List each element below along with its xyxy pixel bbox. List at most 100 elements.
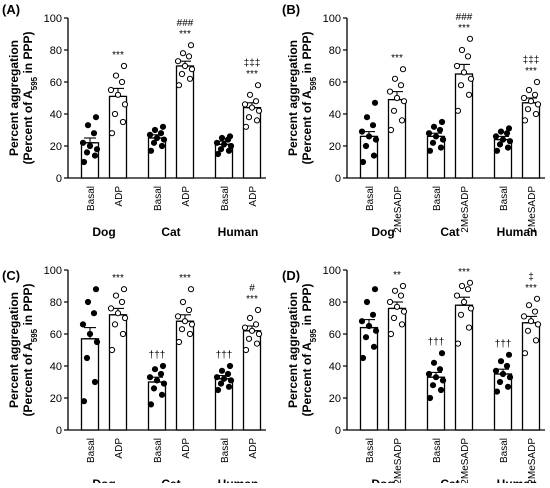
data-point (92, 286, 100, 293)
data-point (525, 302, 533, 309)
significance-marker: # (249, 283, 255, 294)
data-point (458, 46, 466, 54)
data-point (119, 118, 127, 126)
data-point (362, 334, 370, 341)
data-point (181, 62, 189, 70)
data-point (369, 122, 377, 129)
data-point (160, 380, 168, 387)
x-category-label: 2MeSADP (393, 186, 404, 233)
significance-marker: ### (177, 18, 194, 29)
data-point (112, 292, 120, 299)
significance-marker: *** (525, 283, 537, 294)
data-point (146, 374, 154, 381)
data-point (242, 346, 250, 354)
data-point (150, 385, 158, 392)
data-point (386, 298, 394, 306)
significance-marker: ‡‡‡ (244, 58, 261, 69)
significance-marker: ‡ (528, 272, 534, 283)
data-point (248, 104, 256, 111)
data-point (111, 110, 119, 118)
significance-marker: *** (525, 66, 537, 77)
data-point (390, 314, 398, 322)
x-category-label: Basal (432, 186, 443, 211)
data-point (365, 133, 373, 140)
x-category-label: 2MeSADP (527, 438, 538, 483)
significance-marker: ††† (216, 350, 233, 361)
significance-marker: *** (112, 50, 124, 61)
y-tick-label: 0 (335, 425, 341, 437)
data-point (430, 123, 438, 130)
y-axis-subtitle-subscript: 595 (309, 76, 318, 90)
data-point (534, 101, 542, 108)
data-point (91, 152, 99, 159)
data-point (453, 292, 461, 299)
data-point (524, 327, 532, 334)
y-axis-title: Percent aggregation (286, 292, 300, 408)
data-point (363, 298, 371, 306)
data-point (437, 144, 445, 151)
significance-marker: ††† (149, 350, 166, 361)
data-point (429, 139, 437, 146)
x-category-label: 2MeSADP (460, 438, 471, 483)
data-point (465, 324, 473, 331)
y-axis-subtitle-part: (Percent of A (21, 342, 35, 417)
data-point (363, 114, 371, 121)
y-axis-subtitle: (Percent of A595 in PPP) (21, 284, 39, 417)
data-point (179, 298, 187, 306)
data-point (84, 122, 92, 129)
data-point (457, 311, 465, 318)
data-point (248, 327, 256, 334)
significance-marker: *** (458, 23, 470, 34)
x-category-label: ADP (181, 186, 192, 207)
data-point (499, 136, 507, 143)
data-point (390, 107, 398, 114)
data-point (227, 377, 235, 384)
data-point (188, 66, 196, 73)
data-point (218, 134, 226, 142)
y-axis-title: Percent aggregation (7, 40, 21, 156)
group-label: Human (218, 225, 259, 239)
data-point (387, 126, 395, 134)
data-point (386, 88, 394, 95)
data-point (254, 82, 262, 89)
data-point (112, 72, 120, 79)
data-point (253, 340, 261, 347)
data-point (121, 314, 129, 322)
data-point (217, 380, 225, 387)
data-point (255, 330, 263, 338)
data-point (369, 311, 377, 318)
data-point (174, 58, 182, 65)
y-tick-label: 0 (56, 173, 62, 185)
data-point (185, 53, 193, 60)
significance-marker: ‡‡‡ (523, 55, 540, 66)
y-axis-subtitle: (Percent of A595 in PPP) (300, 32, 318, 165)
data-point (532, 110, 540, 118)
x-category-label: ADP (181, 438, 192, 459)
data-point (505, 351, 513, 358)
y-axis-subtitle-part: in PPP) (300, 32, 314, 77)
data-point (179, 50, 187, 57)
data-point (438, 118, 446, 126)
data-point (436, 126, 444, 134)
data-point (153, 377, 161, 384)
data-point (521, 350, 529, 357)
x-category-label: ADP (248, 438, 259, 459)
y-tick-label: 80 (329, 45, 341, 57)
y-tick-label: 40 (329, 361, 341, 373)
y-tick-label: 0 (335, 173, 341, 185)
significance-marker: *** (179, 273, 191, 284)
data-point (365, 322, 373, 330)
data-point (150, 139, 158, 146)
data-point (493, 147, 501, 154)
data-point (245, 335, 253, 342)
group-label: Human (218, 477, 259, 483)
y-axis-subtitle-part: in PPP) (300, 284, 314, 329)
data-point (254, 306, 262, 314)
data-point (497, 128, 505, 135)
y-axis-subtitle: (Percent of A595 in PPP) (21, 32, 39, 165)
significance-marker: *** (112, 273, 124, 284)
data-point (91, 378, 99, 386)
data-point (119, 330, 127, 338)
panel-label: (D) (282, 268, 300, 283)
y-tick-label: 60 (50, 77, 62, 89)
